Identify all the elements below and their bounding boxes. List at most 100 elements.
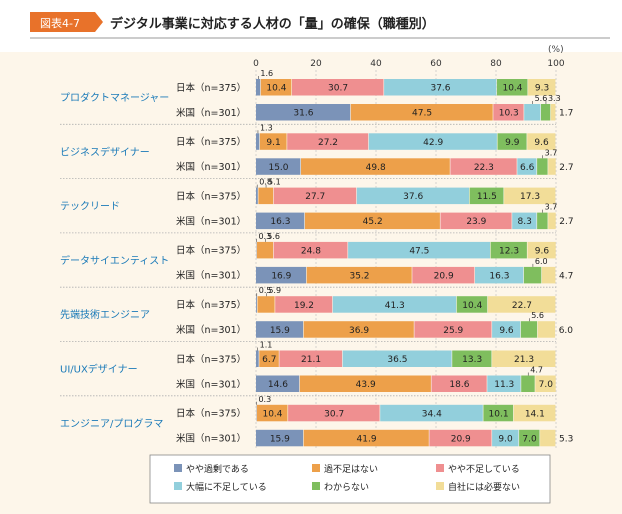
bar-segment (493, 104, 524, 121)
data-label: 41.9 (357, 434, 377, 444)
bar-segment (256, 187, 258, 205)
data-label: 23.9 (466, 217, 486, 227)
data-label: 22.3 (474, 163, 494, 173)
bar-segment (257, 296, 275, 313)
data-label: 49.8 (366, 163, 386, 173)
bar-segment (303, 429, 429, 447)
bar-segment (487, 296, 556, 313)
bar-segment (537, 321, 556, 338)
data-label: 5.3 (559, 434, 573, 444)
legend-swatch (312, 482, 320, 490)
legend-swatch (436, 482, 444, 490)
bar-segment (537, 158, 548, 175)
data-label: 3.7 (545, 203, 558, 212)
data-label: 0.3 (258, 232, 271, 241)
data-label: 15.0 (268, 163, 288, 173)
data-label: 36.5 (387, 355, 407, 365)
data-label: 14.1 (525, 409, 545, 419)
bar-segment (537, 212, 548, 230)
group-5: 先端技術エンジニア 日本（n=375） 0.55.9 19.2 41.3 10.4 22.7… (60, 286, 573, 338)
data-label: 3.7 (545, 148, 558, 157)
data-label: 27.7 (305, 192, 325, 202)
data-label: 10.4 (502, 84, 522, 94)
x-tick-label: 100 (547, 59, 564, 69)
x-tick-label: 0 (253, 59, 259, 69)
bar-segment (256, 375, 300, 392)
data-label: 17.3 (520, 192, 540, 202)
bar-segment (348, 241, 490, 259)
data-label: 13.3 (462, 355, 482, 365)
bar-segment (256, 133, 260, 150)
data-label: 45.2 (363, 217, 383, 227)
bar-segment (273, 241, 348, 259)
data-label: 31.6 (293, 109, 313, 119)
row-label: 日本（n=375） (176, 353, 246, 365)
legend-swatch (436, 464, 444, 472)
row-label: 米国（n=301） (176, 433, 246, 445)
bar-segment (259, 133, 287, 150)
bar-segment (519, 429, 540, 447)
bar-segment (256, 404, 288, 422)
data-label: 24.8 (301, 246, 321, 256)
bar-segment (256, 321, 304, 338)
row-label: 日本（n=375） (176, 190, 246, 202)
bar-segment (541, 266, 556, 284)
row-label: 日本（n=375） (176, 245, 246, 257)
data-label: 22.7 (512, 301, 532, 311)
bar-segment (456, 296, 488, 313)
bar-segment (469, 187, 504, 205)
bar-segment (259, 350, 279, 367)
bar-segment (548, 212, 556, 230)
legend-entry: やや不足している (448, 464, 520, 475)
data-label: 0.5 (259, 286, 272, 295)
bar-segment (275, 296, 333, 313)
bar-segment (452, 350, 492, 367)
data-label: 5.6 (531, 311, 544, 320)
bar-segment (260, 79, 292, 96)
bar-segment (490, 241, 527, 259)
data-label: 5.1 (268, 178, 281, 187)
group-label: エンジニア/プログラマ (60, 417, 163, 430)
data-label: 21.1 (301, 355, 321, 365)
bar-segment (256, 296, 257, 313)
row-label: 米国（n=301） (176, 161, 246, 173)
bar-segment (368, 133, 497, 150)
data-label: 16.3 (489, 271, 509, 281)
legend-swatch (174, 482, 182, 490)
group-label: テックリード (60, 201, 120, 213)
data-label: 5.6 (535, 94, 548, 103)
x-tick-label: 60 (430, 59, 442, 69)
bar-segment (350, 104, 493, 121)
bar-segment (256, 429, 304, 447)
bar-segment (497, 133, 527, 150)
bar-segment (412, 266, 475, 284)
data-label: 6.6 (520, 163, 535, 173)
legend-entry: わからない (324, 482, 369, 493)
bar-segment (292, 79, 384, 96)
bar-segment (287, 133, 369, 150)
row-label: 日本（n=375） (176, 408, 246, 420)
data-label: 30.7 (328, 84, 348, 94)
bar-segment (256, 79, 261, 96)
bar-segment (332, 296, 457, 313)
data-label: 27.2 (318, 138, 338, 148)
data-label: 35.2 (349, 271, 369, 281)
data-label: 6.7 (262, 355, 276, 365)
bar-segment (548, 158, 556, 175)
data-label: 36.9 (349, 326, 369, 336)
data-label: 37.6 (430, 84, 450, 94)
group-7: エンジニア/プログラマ 日本（n=375） 0.3 10.4 30.7 34.4 10.1 1… (60, 395, 573, 447)
bar-segment (342, 350, 452, 367)
bar-segment (520, 321, 538, 338)
data-label: 9.6 (535, 246, 550, 256)
data-label: 9.6 (499, 326, 514, 336)
bar-segment (450, 158, 517, 175)
bar-segment (527, 241, 556, 259)
data-label: 12.3 (499, 246, 519, 256)
data-label: 0.8 (259, 178, 272, 187)
row-label: 米国（n=301） (176, 215, 246, 227)
group-label: 先端技術エンジニア (60, 308, 150, 321)
